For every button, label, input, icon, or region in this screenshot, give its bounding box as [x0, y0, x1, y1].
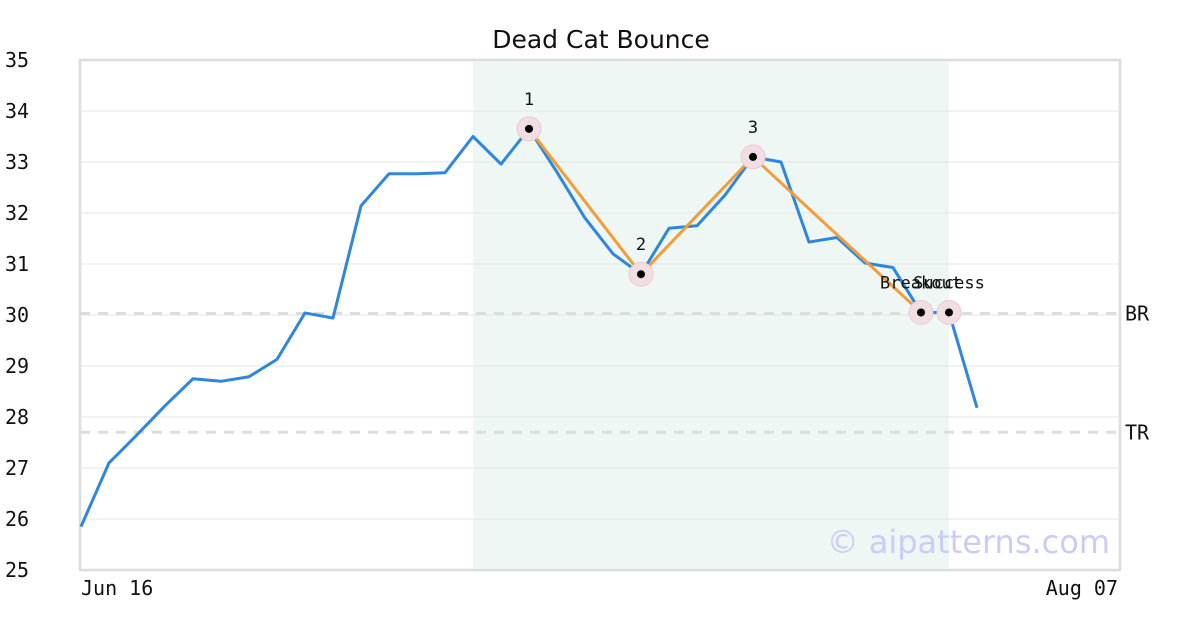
grid-lines [80, 110, 1120, 520]
y-tick-label: 35 [5, 48, 29, 72]
pivot-dot [637, 270, 645, 279]
pivot-dot [749, 152, 757, 161]
pivot-label: Success [913, 273, 985, 293]
y-tick-label: 30 [5, 303, 29, 327]
watermark: © aipatterns.com [827, 523, 1110, 561]
y-tick-label: 25 [5, 558, 29, 582]
y-axis: 25 26 27 28 29 30 31 32 33 34 35 [5, 48, 29, 582]
level-label: TR [1125, 420, 1150, 444]
y-tick-label: 34 [5, 99, 29, 123]
y-tick-label: 31 [5, 252, 29, 276]
level-label: BR [1125, 301, 1150, 325]
pattern-line [527, 127, 923, 314]
chart-title: Dead Cat Bounce [492, 25, 710, 54]
x-tick-label: Aug 07 [1046, 576, 1118, 600]
y-tick-label: 28 [5, 405, 29, 429]
y-tick-label: 26 [5, 507, 29, 531]
y-tick-label: 27 [5, 456, 29, 480]
pivot-label: 2 [636, 235, 646, 255]
x-axis: Jun 16 Aug 07 [81, 576, 1118, 600]
pivot-label: 3 [748, 118, 758, 138]
x-tick-label: Jun 16 [81, 576, 153, 600]
y-tick-label: 29 [5, 354, 29, 378]
pivot-dot [945, 308, 953, 317]
pivot-dot [917, 308, 925, 317]
pivot-dot [525, 124, 533, 133]
y-tick-label: 32 [5, 201, 29, 225]
pattern-polyline [527, 127, 923, 314]
pivot-label: Breakout [880, 273, 962, 293]
y-tick-label: 33 [5, 150, 29, 174]
pivot-label: 1 [524, 90, 534, 110]
